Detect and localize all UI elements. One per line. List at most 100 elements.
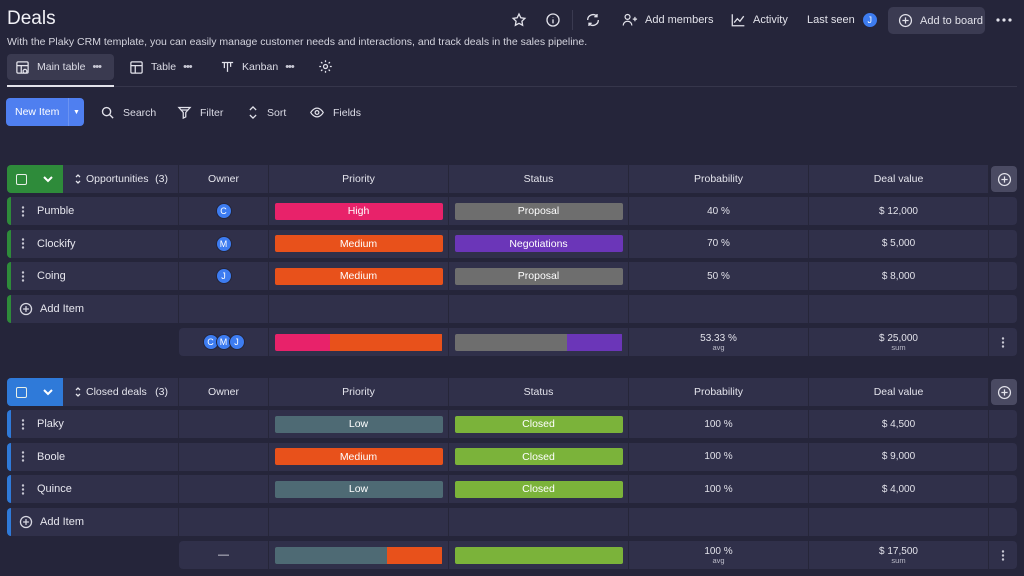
column-header-deal-value[interactable]: Deal value	[809, 165, 989, 193]
status-badge[interactable]: Closed	[454, 480, 623, 498]
status-cell[interactable]: Proposal	[449, 197, 629, 225]
avatar[interactable]: M	[215, 235, 232, 252]
summary-options[interactable]	[989, 328, 1017, 356]
owner-cell[interactable]	[179, 410, 269, 438]
chevron-down-icon[interactable]	[43, 175, 53, 183]
chevron-down-icon[interactable]	[43, 388, 53, 396]
add-item-button[interactable]: Add Item	[7, 295, 179, 324]
deal-value-cell[interactable]: $ 4,500	[809, 410, 989, 438]
priority-cell[interactable]: Medium	[269, 262, 449, 291]
status-cell[interactable]: Closed	[449, 442, 629, 471]
add-to-board-button[interactable]: Add to board	[888, 7, 985, 34]
item-name-cell[interactable]: Coing	[7, 262, 179, 291]
item-name-cell[interactable]: Pumble	[7, 197, 179, 225]
group-title[interactable]: Closed deals	[86, 386, 147, 398]
drag-handle-icon[interactable]	[21, 205, 25, 217]
status-badge[interactable]: Closed	[454, 448, 623, 466]
star-icon[interactable]	[511, 12, 527, 28]
priority-cell[interactable]: Medium	[269, 229, 449, 258]
kebab-menu-icon[interactable]	[1001, 336, 1005, 348]
sort-arrows-icon[interactable]	[75, 387, 81, 397]
status-cell[interactable]: Closed	[449, 410, 629, 438]
gear-icon[interactable]	[318, 59, 333, 74]
tab-options-icon[interactable]: •••	[285, 61, 295, 73]
status-badge[interactable]: Proposal	[454, 202, 623, 220]
activity-button[interactable]: Activity	[730, 13, 788, 27]
item-name-cell[interactable]: Clockify	[7, 229, 179, 258]
owner-cell[interactable]	[179, 442, 269, 471]
add-item-row[interactable]: Add Item	[7, 295, 1017, 324]
status-cell[interactable]: Proposal	[449, 262, 629, 291]
deal-value-cell[interactable]: $ 4,000	[809, 475, 989, 504]
tab-table[interactable]: Table •••	[129, 54, 193, 80]
column-header-owner[interactable]: Owner	[179, 378, 269, 406]
drag-handle-icon[interactable]	[21, 451, 25, 462]
tab-main-table[interactable]: Main table •••	[7, 54, 114, 80]
priority-badge[interactable]: Medium	[274, 267, 443, 285]
probability-cell[interactable]: 50 %	[629, 262, 809, 291]
tab-kanban[interactable]: Kanban •••	[220, 54, 295, 80]
priority-cell[interactable]: Low	[269, 475, 449, 504]
owner-cell[interactable]: J	[179, 262, 269, 291]
column-header-deal-value[interactable]: Deal value	[809, 378, 989, 406]
column-header-status[interactable]: Status	[449, 165, 629, 193]
item-name-cell[interactable]: Quince	[7, 475, 179, 504]
probability-cell[interactable]: 40 %	[629, 197, 809, 225]
add-item-row[interactable]: Add Item	[7, 508, 1017, 537]
priority-badge[interactable]: Medium	[274, 448, 443, 466]
new-item-button[interactable]: New Item ▼	[6, 98, 84, 126]
table-row[interactable]: Quince Low Closed 100 % $ 4,000	[7, 475, 1017, 504]
column-header-status[interactable]: Status	[449, 378, 629, 406]
search-button[interactable]: Search	[100, 105, 156, 120]
group-toggle[interactable]	[7, 165, 63, 193]
drag-handle-icon[interactable]	[21, 418, 25, 430]
priority-cell[interactable]: Low	[269, 410, 449, 438]
priority-cell[interactable]: Medium	[269, 442, 449, 471]
item-name[interactable]: Clockify	[37, 237, 76, 250]
item-name-cell[interactable]: Plaky	[7, 410, 179, 438]
column-header-probability[interactable]: Probability	[629, 378, 809, 406]
column-header-priority[interactable]: Priority	[269, 165, 449, 193]
deal-value-cell[interactable]: $ 9,000	[809, 442, 989, 471]
summary-options[interactable]	[989, 541, 1017, 569]
priority-badge[interactable]: Low	[274, 415, 443, 433]
group-title[interactable]: Opportunities	[86, 173, 149, 185]
add-column-button[interactable]	[991, 379, 1017, 405]
priority-badge[interactable]: Medium	[274, 235, 443, 253]
owner-cell[interactable]: C	[179, 197, 269, 225]
drag-handle-icon[interactable]	[21, 484, 25, 495]
table-row[interactable]: Plaky Low Closed 100 % $ 4,500	[7, 410, 1017, 438]
status-badge[interactable]: Negotiations	[454, 235, 623, 253]
probability-cell[interactable]: 100 %	[629, 475, 809, 504]
item-name[interactable]: Plaky	[37, 418, 64, 430]
probability-cell[interactable]: 70 %	[629, 229, 809, 258]
column-header-priority[interactable]: Priority	[269, 378, 449, 406]
table-row[interactable]: Clockify M Medium Negotiations 70 % $ 5,000	[7, 229, 1017, 258]
priority-badge[interactable]: High	[274, 202, 443, 220]
drag-handle-icon[interactable]	[21, 238, 25, 249]
sort-arrows-icon[interactable]	[75, 174, 81, 184]
filter-button[interactable]: Filter	[177, 105, 223, 120]
item-name[interactable]: Quince	[37, 483, 72, 496]
add-column-button[interactable]	[991, 166, 1017, 192]
item-name[interactable]: Boole	[37, 450, 66, 463]
chevron-down-icon[interactable]: ▼	[68, 98, 84, 126]
sort-button[interactable]: Sort	[247, 105, 286, 120]
tab-options-icon[interactable]: •••	[92, 61, 102, 73]
table-row[interactable]: Boole Medium Closed 100 % $ 9,000	[7, 442, 1017, 471]
last-seen-button[interactable]: Last seen J	[807, 12, 878, 28]
sync-icon[interactable]	[585, 12, 601, 28]
item-name[interactable]: Coing	[37, 270, 66, 283]
avatar[interactable]: J	[228, 334, 245, 351]
item-name[interactable]: Pumble	[37, 205, 75, 217]
probability-cell[interactable]: 100 %	[629, 410, 809, 438]
group-toggle[interactable]	[7, 378, 63, 406]
item-name-cell[interactable]: Boole	[7, 442, 179, 471]
status-badge[interactable]: Closed	[454, 415, 623, 433]
deal-value-cell[interactable]: $ 12,000	[809, 197, 989, 225]
drag-handle-icon[interactable]	[21, 271, 25, 282]
more-options-icon[interactable]	[996, 13, 1012, 27]
select-all-checkbox[interactable]	[16, 173, 27, 185]
deal-value-cell[interactable]: $ 8,000	[809, 262, 989, 291]
table-row[interactable]: Pumble C High Proposal 40 % $ 12,000	[7, 197, 1017, 225]
